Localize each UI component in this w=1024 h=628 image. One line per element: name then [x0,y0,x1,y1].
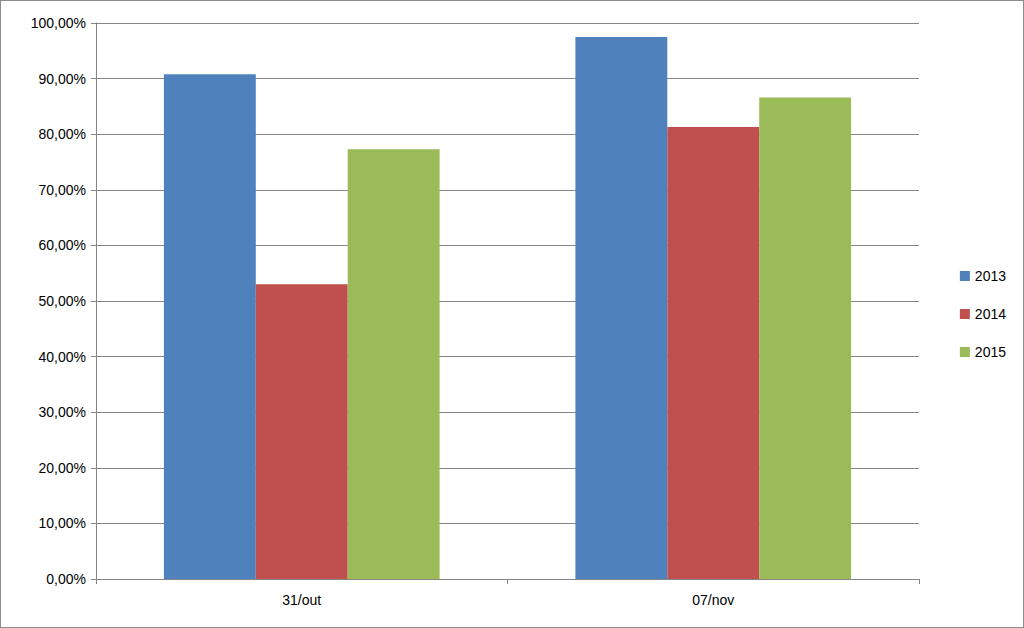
svg-text:50,00%: 50,00% [39,293,86,309]
svg-text:30,00%: 30,00% [39,404,86,420]
svg-text:07/nov: 07/nov [692,592,734,608]
svg-text:100,00%: 100,00% [31,15,86,31]
svg-text:80,00%: 80,00% [39,126,86,142]
svg-text:31/out: 31/out [282,592,321,608]
svg-text:40,00%: 40,00% [39,349,86,365]
svg-text:2014: 2014 [975,306,1006,322]
svg-text:2013: 2013 [975,268,1006,284]
svg-text:0,00%: 0,00% [46,571,86,587]
svg-text:90,00%: 90,00% [39,71,86,87]
svg-text:10,00%: 10,00% [39,515,86,531]
svg-text:60,00%: 60,00% [39,237,86,253]
svg-text:2015: 2015 [975,344,1006,360]
svg-text:70,00%: 70,00% [39,182,86,198]
svg-text:20,00%: 20,00% [39,460,86,476]
